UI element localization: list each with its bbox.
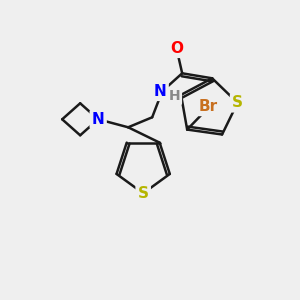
Text: N: N: [154, 84, 167, 99]
Text: S: S: [138, 186, 149, 201]
Text: Br: Br: [199, 99, 218, 114]
Text: O: O: [171, 41, 184, 56]
Text: S: S: [232, 95, 243, 110]
Text: N: N: [92, 112, 105, 127]
Text: H: H: [168, 89, 180, 103]
